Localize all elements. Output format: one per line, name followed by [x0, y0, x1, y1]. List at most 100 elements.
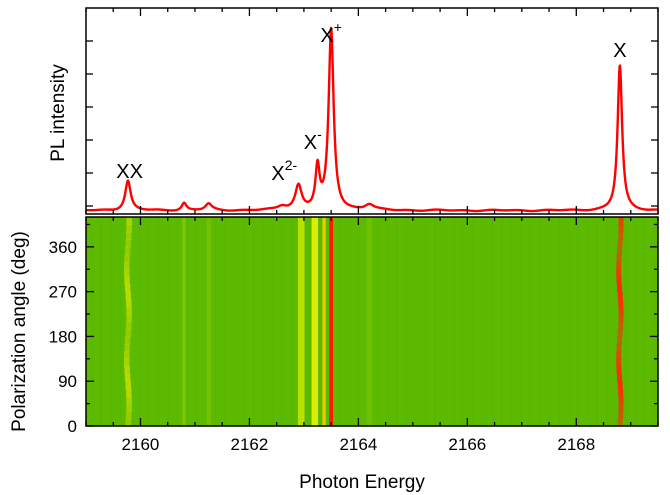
peak-label-superscript: 2- — [285, 157, 298, 173]
heatmap-texture — [557, 217, 560, 426]
heatmap-band-segment — [617, 328, 623, 337]
heatmap-band-segment — [617, 284, 623, 293]
heatmap-band-segment — [125, 328, 131, 337]
heatmap-band-segment — [618, 306, 624, 315]
heatmap-band-segment — [616, 269, 622, 278]
heatmap-band-segment — [126, 396, 132, 405]
heatmap-band-segment — [125, 418, 131, 426]
heatmap-texture — [119, 217, 122, 426]
heatmap-band — [297, 217, 305, 426]
heatmap-texture — [605, 217, 608, 426]
heatmap-band-segment — [124, 343, 130, 352]
heatmap-band — [322, 217, 326, 426]
heatmap-band-segment — [125, 239, 131, 248]
heatmap-band-segment — [618, 217, 624, 225]
heatmap-band-segment — [124, 254, 130, 263]
heatmap-band-segment — [618, 396, 624, 405]
heatmap-texture — [338, 217, 341, 426]
peak-label-superscript: + — [334, 19, 342, 35]
heatmap-texture — [147, 217, 150, 426]
heatmap-texture — [319, 217, 322, 426]
heatmap-plot — [86, 217, 658, 426]
y-tick-label: 270 — [49, 283, 77, 302]
peak-label: X — [613, 40, 626, 62]
heatmap-texture — [548, 217, 551, 426]
x-axis-title: Photon Energy — [299, 472, 425, 493]
heatmap-band-segment — [126, 299, 132, 308]
heatmap-texture — [615, 217, 618, 426]
heatmap-texture — [186, 217, 189, 426]
heatmap-texture — [405, 217, 408, 426]
peak-label: X2- — [271, 157, 297, 185]
heatmap-band-segment — [617, 291, 623, 300]
peak-label: X+ — [320, 19, 342, 47]
heatmap-band-segment — [126, 411, 132, 420]
heatmap-band-segment — [616, 276, 622, 285]
heatmap-band-segment — [616, 358, 622, 367]
heatmap-texture — [500, 217, 503, 426]
peak-label-main: XX — [116, 161, 143, 183]
heatmap-band-segment — [126, 231, 132, 240]
peak-label-main: X — [613, 40, 626, 62]
heatmap-texture — [586, 217, 589, 426]
heatmap-band-segment — [616, 343, 622, 352]
x-tick-label: 2160 — [122, 435, 160, 454]
peak-label: X- — [304, 126, 322, 154]
heatmap-texture — [453, 217, 456, 426]
heatmap-band-segment — [617, 246, 623, 255]
heatmap-band-segment — [125, 381, 131, 390]
peak-label: XX — [116, 161, 143, 183]
heatmap-band-segment — [618, 411, 624, 420]
heatmap-band-segment — [617, 336, 623, 345]
heatmap-band — [311, 217, 319, 426]
y-axis-title-heatmap: Polarization angle (deg) — [9, 231, 30, 432]
heatmap-texture — [472, 217, 475, 426]
heatmap-band-segment — [126, 224, 132, 233]
y-axis-title-spectrum: PL intensity — [48, 64, 69, 162]
heatmap-texture — [462, 217, 465, 426]
heatmap-texture — [281, 217, 284, 426]
heatmap-texture — [262, 217, 265, 426]
heatmap-texture — [100, 217, 103, 426]
peak-label-main: X — [304, 132, 317, 154]
heatmap-band-segment — [618, 224, 624, 233]
heatmap-texture — [310, 217, 313, 426]
heatmap-band-segment — [618, 299, 624, 308]
heatmap-band-segment — [616, 254, 622, 263]
heatmap-band-segment — [124, 336, 131, 345]
heatmap-texture — [529, 217, 532, 426]
heatmap-texture — [214, 217, 217, 426]
heatmap-band-segment — [124, 276, 130, 285]
heatmap-band-segment — [126, 314, 132, 322]
labels: 2160 2162 2164 2166 2168 0 90 180 270 360 Photon E… — [9, 19, 627, 493]
heatmap-band-segment — [125, 291, 131, 300]
heatmap-band — [206, 217, 211, 426]
heatmap-texture — [424, 217, 427, 426]
heatmap-texture — [596, 217, 599, 426]
heatmap-band-segment — [617, 381, 623, 390]
heatmap-texture — [624, 217, 627, 426]
axes — [85, 7, 659, 427]
heatmap-texture — [481, 217, 484, 426]
heatmap-band-segment — [618, 403, 624, 412]
heatmap-band-segment — [616, 351, 622, 360]
heatmap-band-segment — [126, 217, 132, 225]
peak-label-main: X — [320, 25, 333, 47]
heatmap-band-segment — [126, 403, 132, 412]
heatmap-band-segment — [618, 321, 624, 330]
heatmap-band-segment — [126, 306, 132, 315]
y-tick-label: 90 — [58, 372, 77, 391]
heatmap-band-segment — [124, 246, 131, 255]
heatmap-texture — [157, 217, 160, 426]
x-tick-label: 2162 — [231, 435, 269, 454]
heatmap-texture — [138, 217, 141, 426]
peak-label-main: X — [271, 163, 284, 185]
heatmap-texture — [224, 217, 227, 426]
peak-label-superscript: - — [317, 126, 322, 142]
heatmap-texture — [376, 217, 379, 426]
heatmap-texture — [538, 217, 541, 426]
heatmap-texture — [195, 217, 198, 426]
heatmap-texture — [653, 217, 656, 426]
heatmap-band — [329, 217, 334, 426]
heatmap-texture — [519, 217, 522, 426]
